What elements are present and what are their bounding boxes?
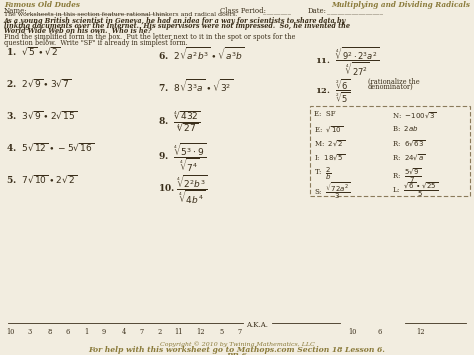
Text: 3: 3 — [28, 328, 32, 336]
Text: 6: 6 — [66, 328, 70, 336]
Text: E:  SF: E: SF — [314, 110, 336, 118]
Text: 5: 5 — [220, 328, 224, 336]
Text: 5.  $7\sqrt{10} \bullet 2\sqrt{2}$: 5. $7\sqrt{10} \bullet 2\sqrt{2}$ — [6, 174, 77, 185]
Text: ________________________________________: ________________________________________ — [26, 7, 166, 15]
Text: R:  $\dfrac{5\sqrt{9}}{7}$: R: $\dfrac{5\sqrt{9}}{7}$ — [392, 166, 421, 185]
Text: N:  $-100\sqrt{3}$: N: $-100\sqrt{3}$ — [392, 110, 437, 120]
Text: Multiplying and Dividing Radicals: Multiplying and Dividing Radicals — [331, 1, 470, 9]
Text: B:  $2ab$: B: $2ab$ — [392, 124, 419, 133]
Text: 7: 7 — [140, 328, 144, 336]
Text: World Wide Web on his own.  Who is he?: World Wide Web on his own. Who is he? — [4, 27, 152, 36]
Text: A.K.A.: A.K.A. — [246, 321, 268, 329]
Text: 7: 7 — [238, 328, 242, 336]
Text: 10: 10 — [6, 328, 14, 336]
Text: (rationalize the: (rationalize the — [368, 78, 420, 86]
Text: question below.  Write "SF" if already in simplest form.: question below. Write "SF" if already in… — [4, 39, 188, 47]
Text: 8: 8 — [48, 328, 52, 336]
Text: linking documents over the Internet.  His supervisors were not impressed.  So, h: linking documents over the Internet. His… — [4, 22, 350, 30]
Text: Date:: Date: — [308, 7, 327, 15]
Text: 4: 4 — [122, 328, 126, 336]
Text: 4.  $5\sqrt{12} \bullet -5\sqrt{16}$: 4. $5\sqrt{12} \bullet -5\sqrt{16}$ — [6, 142, 94, 153]
Bar — [310, 105, 470, 196]
Text: 8.  $\dfrac{\sqrt[4]{432}}{\sqrt[4]{27}}$: 8. $\dfrac{\sqrt[4]{432}}{\sqrt[4]{27}}$ — [158, 110, 201, 133]
Text: As a young British scientist in Geneva, he had an idea for a way for scientists : As a young British scientist in Geneva, … — [4, 17, 346, 25]
Text: 7.  $8\sqrt{3^3a} \bullet \sqrt{3^2}$: 7. $8\sqrt{3^3a} \bullet \sqrt{3^2}$ — [158, 78, 233, 95]
Text: 6: 6 — [378, 328, 382, 336]
Text: RR 6: RR 6 — [227, 352, 247, 355]
Text: 9.  $\dfrac{\sqrt[4]{5^3 \cdot 9}}{\sqrt[4]{7^4}}$: 9. $\dfrac{\sqrt[4]{5^3 \cdot 9}}{\sqrt[… — [158, 142, 206, 174]
Text: Famous Old Dudes: Famous Old Dudes — [4, 1, 80, 9]
Text: 12.  $\dfrac{\sqrt[2]{6}}{\sqrt[2]{5}}$: 12. $\dfrac{\sqrt[2]{6}}{\sqrt[2]{5}}$ — [315, 78, 350, 105]
Text: Find the simplified form in the box.  Put the letter next to it in the spot or s: Find the simplified form in the box. Put… — [4, 33, 295, 41]
Text: 10: 10 — [348, 328, 356, 336]
Text: ________: ________ — [263, 7, 291, 15]
Text: 10. $\dfrac{\sqrt[4]{2^2b^3}}{\sqrt[4]{4b^4}}$: 10. $\dfrac{\sqrt[4]{2^2b^3}}{\sqrt[4]{4… — [158, 174, 208, 206]
Text: ________________: ________________ — [327, 7, 383, 15]
Text: S:  $\dfrac{\sqrt{72a^2}}{3}$: S: $\dfrac{\sqrt{72a^2}}{3}$ — [314, 180, 351, 201]
Text: E:  $\sqrt{10}$: E: $\sqrt{10}$ — [314, 124, 343, 134]
Text: 12: 12 — [416, 328, 424, 336]
Text: 2.  $2\sqrt{9} \bullet 3\sqrt{7}$: 2. $2\sqrt{9} \bullet 3\sqrt{7}$ — [6, 78, 72, 89]
Text: denominator): denominator) — [368, 83, 414, 91]
Text: R:  $24\sqrt{a}$: R: $24\sqrt{a}$ — [392, 152, 426, 162]
Text: T:  $\dfrac{2}{b}$: T: $\dfrac{2}{b}$ — [314, 166, 332, 182]
Text: 3.  $3\sqrt{9} \bullet 2\sqrt{15}$: 3. $3\sqrt{9} \bullet 2\sqrt{15}$ — [6, 110, 77, 121]
Text: Class Period:: Class Period: — [220, 7, 266, 15]
Text: 1.  $\sqrt{5} \bullet \sqrt{2}$: 1. $\sqrt{5} \bullet \sqrt{2}$ — [6, 45, 60, 57]
Text: 1: 1 — [84, 328, 88, 336]
Text: 2: 2 — [158, 328, 162, 336]
Text: 12: 12 — [196, 328, 204, 336]
Text: Name:: Name: — [4, 7, 27, 15]
Text: 11.  $\dfrac{\sqrt[4]{9^2 \cdot 2^3a^2}}{\sqrt[4]{27^2}}$: 11. $\dfrac{\sqrt[4]{9^2 \cdot 2^3a^2}}{… — [315, 45, 379, 78]
Text: R:  $6\sqrt{63}$: R: $6\sqrt{63}$ — [392, 138, 426, 148]
Text: Copyright © 2010 by Twining Mathematics, LLC: Copyright © 2010 by Twining Mathematics,… — [160, 341, 314, 346]
Text: M:  $2\sqrt{2}$: M: $2\sqrt{2}$ — [314, 138, 345, 148]
Text: L:  $\dfrac{\sqrt{6} \bullet \sqrt{25}}{5}$: L: $\dfrac{\sqrt{6} \bullet \sqrt{25}}{5… — [392, 180, 438, 199]
Text: The worksheets in this section feature rational thinkers and radical doers.: The worksheets in this section feature r… — [4, 12, 237, 17]
Text: 11: 11 — [174, 328, 182, 336]
Text: For help with this worksheet go to Mathops.com Section 18 Lesson 6.: For help with this worksheet go to Matho… — [89, 346, 385, 354]
Text: 6.  $2\sqrt{a^2b^3} \bullet \sqrt{a^3b}$: 6. $2\sqrt{a^2b^3} \bullet \sqrt{a^3b}$ — [158, 45, 245, 63]
Text: I:  $18\sqrt{5}$: I: $18\sqrt{5}$ — [314, 152, 345, 162]
Text: 9: 9 — [102, 328, 106, 336]
